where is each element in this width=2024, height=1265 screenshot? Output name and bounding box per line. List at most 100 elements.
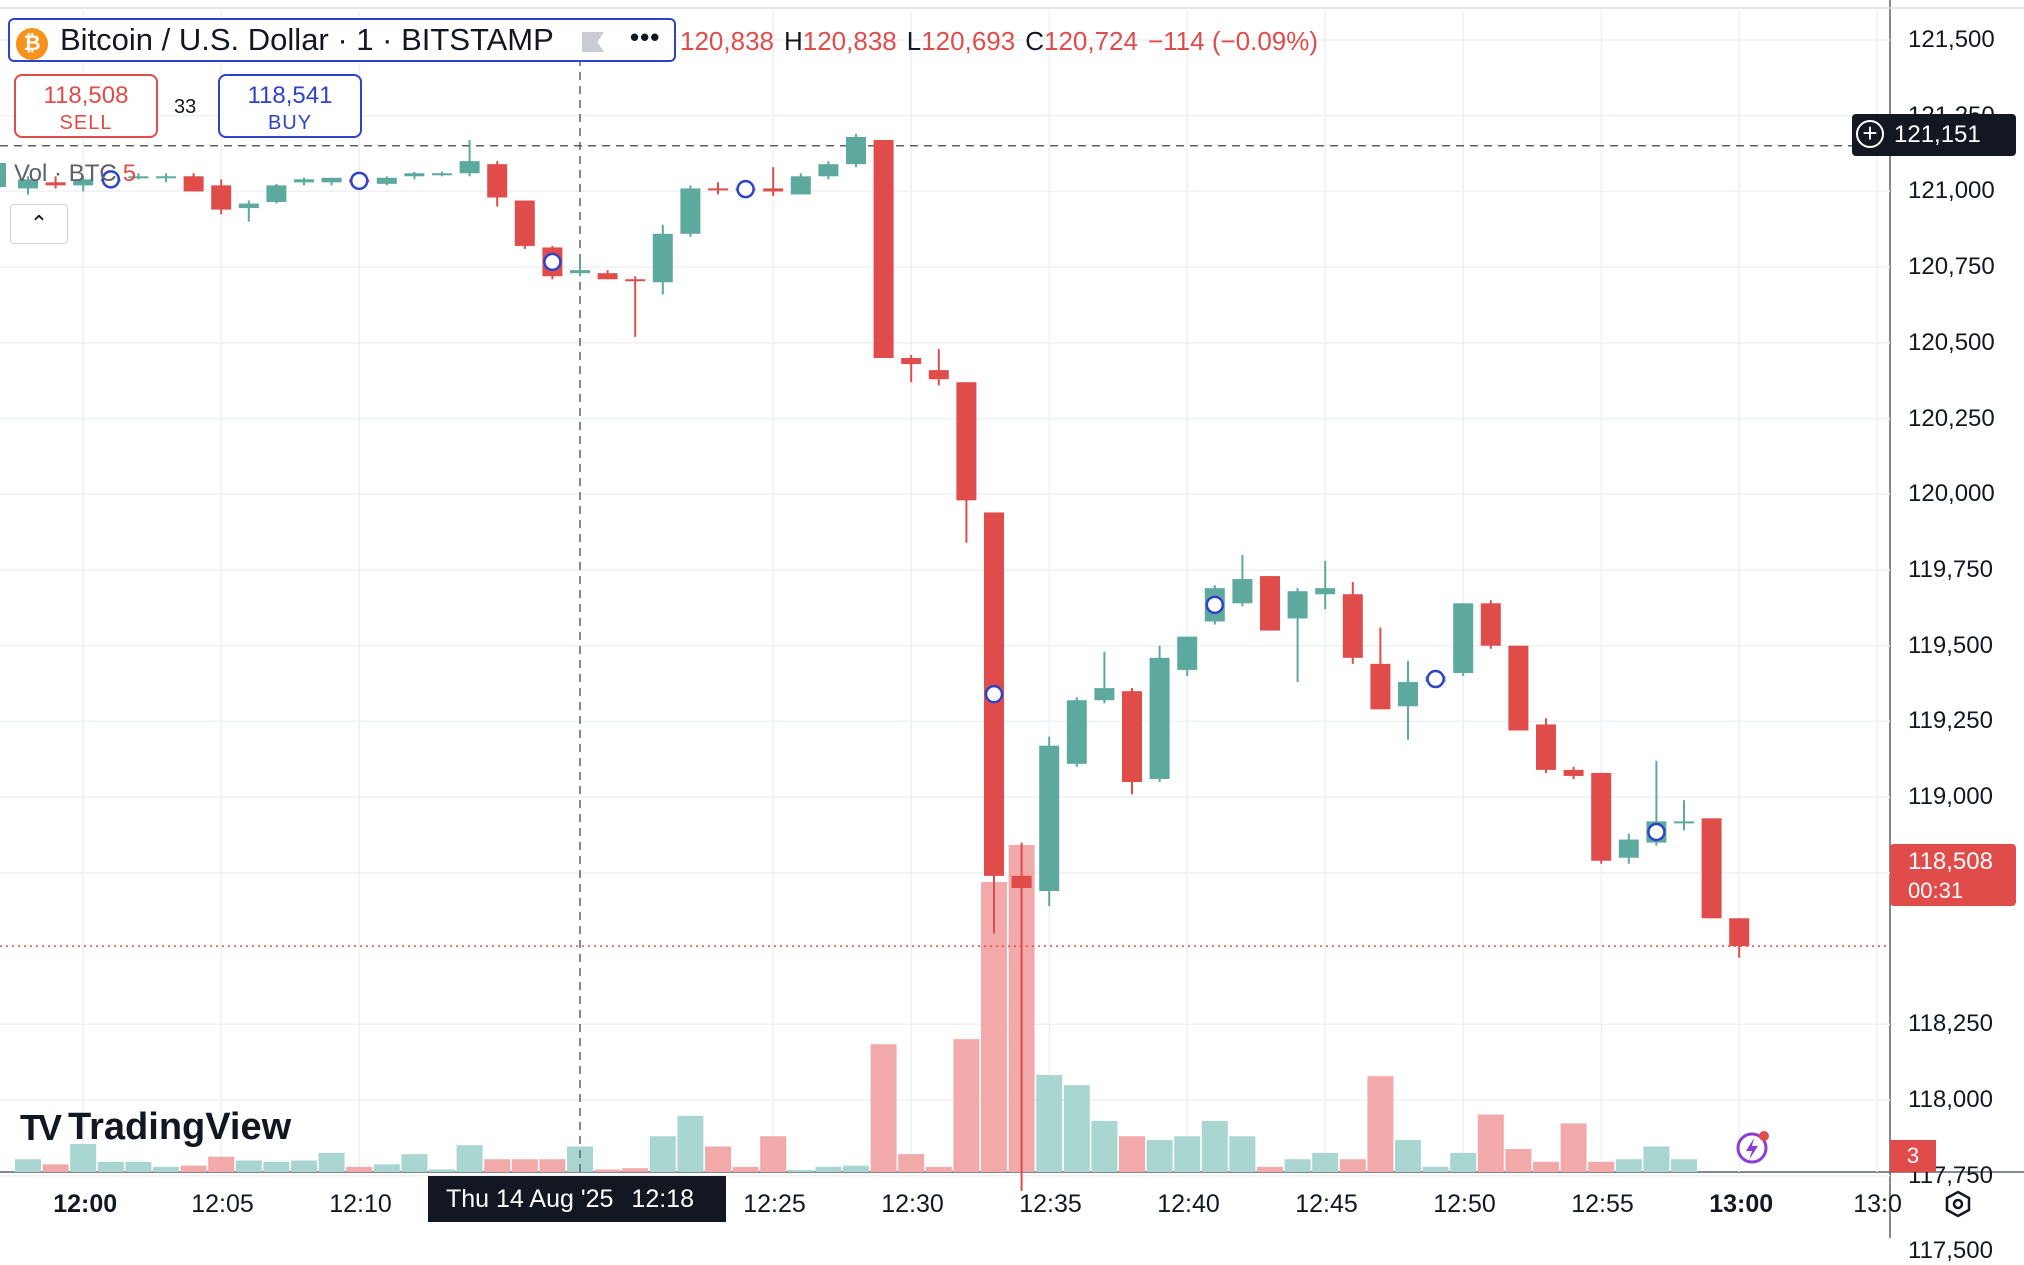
candle-body xyxy=(901,358,922,365)
event-marker-icon[interactable] xyxy=(349,171,369,191)
volume-bar xyxy=(1533,1161,1559,1172)
candle-body xyxy=(763,188,784,192)
candle xyxy=(680,185,701,237)
candle-body xyxy=(18,179,38,189)
candle-body xyxy=(790,176,811,195)
crosshair-price: 121,151 xyxy=(1894,121,1981,148)
event-marker-ring xyxy=(101,170,121,189)
candle xyxy=(984,512,1004,934)
symbol-title[interactable]: Bitcoin / U.S. Dollar · 1 · BITSTAMP xyxy=(60,22,554,57)
price-tick-label: 120,750 xyxy=(1908,253,1995,281)
symbol-header[interactable] xyxy=(8,18,676,62)
event-marker-icon[interactable] xyxy=(736,179,755,199)
candle-body xyxy=(873,139,894,358)
candle-body xyxy=(404,173,425,177)
candle-body xyxy=(708,188,728,191)
change-value: −114 (−0.09%) xyxy=(1147,26,1319,56)
candle xyxy=(790,173,811,195)
candle xyxy=(1701,818,1722,919)
low-value: 120,693 xyxy=(921,26,1016,56)
candle-body xyxy=(514,200,535,246)
event-marker-icon[interactable] xyxy=(1647,822,1666,842)
candle xyxy=(294,177,314,186)
event-marker-icon[interactable] xyxy=(1205,595,1225,615)
ohlc-values: 120,838 H120,838 L120,693 C120,724 −114 (−0.… xyxy=(680,26,1328,57)
event-marker-icon[interactable] xyxy=(101,170,121,189)
candle-body xyxy=(211,185,232,210)
candle xyxy=(1122,688,1142,795)
price-tick-label: 121,500 xyxy=(1908,26,1995,53)
candle-body xyxy=(1260,576,1280,631)
tradingview-logo[interactable]: TV TradingView xyxy=(20,1106,291,1150)
candle xyxy=(1591,772,1612,864)
time-cursor-time: 12:18 xyxy=(631,1185,694,1213)
volume-bar xyxy=(42,1164,69,1172)
candlestick-chart[interactable] xyxy=(0,0,2024,1238)
settings-icon[interactable] xyxy=(1944,1190,1972,1218)
candle xyxy=(1011,842,1032,1191)
event-marker-ring xyxy=(543,252,562,272)
volume-bar xyxy=(70,1143,97,1172)
volume-bar xyxy=(125,1161,152,1172)
event-marker-icon[interactable] xyxy=(984,684,1004,704)
more-dots-icon[interactable]: ••• xyxy=(630,22,661,52)
volume-bar xyxy=(1477,1114,1504,1172)
candle-body xyxy=(266,185,287,203)
candle xyxy=(1536,718,1556,773)
ai-assistant-icon[interactable] xyxy=(1728,1124,1776,1172)
time-tick-label: 12:10 xyxy=(329,1190,392,1218)
buy-button[interactable]: 118,541 BUY xyxy=(218,74,362,138)
volume-bar xyxy=(373,1164,400,1172)
brand-name: TradingView xyxy=(68,1106,292,1148)
candle xyxy=(459,139,480,177)
add-alert-plus-icon[interactable]: + xyxy=(1856,120,1884,148)
low-label: L xyxy=(906,26,922,56)
event-marker-ring xyxy=(736,179,755,199)
candle-body xyxy=(1149,657,1170,779)
collapse-legend-button[interactable]: ⌃ xyxy=(10,204,68,244)
event-marker-ring xyxy=(1205,595,1225,615)
candle-body xyxy=(1618,839,1639,858)
time-tick-label: 12:50 xyxy=(1433,1190,1496,1218)
event-markers[interactable] xyxy=(101,170,1666,842)
time-tick-label: 12:30 xyxy=(881,1190,944,1218)
candle-body xyxy=(156,176,176,179)
volume-bar xyxy=(1615,1159,1642,1172)
volume-bar xyxy=(1257,1166,1283,1172)
candle xyxy=(1066,697,1087,767)
candles xyxy=(18,133,1750,1191)
volume-bar xyxy=(291,1160,317,1172)
candle xyxy=(708,182,728,195)
volume-bar xyxy=(843,1165,869,1172)
time-cursor-label: Thu 14 Aug '25 12:18 xyxy=(428,1176,726,1222)
volume-bar xyxy=(760,1136,787,1172)
volume-bar xyxy=(705,1146,731,1172)
sell-button[interactable]: 118,508 SELL xyxy=(14,74,158,138)
high-value: 120,838 xyxy=(802,26,897,56)
candle xyxy=(487,161,508,207)
candle-body xyxy=(183,176,204,192)
candle-body xyxy=(1480,603,1501,646)
volume-legend[interactable]: Vol · BTC 5 xyxy=(0,160,136,188)
buy-price: 118,541 xyxy=(247,82,333,109)
candle-body xyxy=(818,164,839,177)
volume-bar xyxy=(649,1136,676,1172)
candle-body xyxy=(625,279,646,282)
volume-bar xyxy=(1146,1140,1173,1172)
volume-bar xyxy=(1395,1140,1421,1172)
candle xyxy=(1177,636,1198,676)
time-tick-label: 13:00 xyxy=(1709,1190,1774,1218)
volume-bar xyxy=(677,1115,704,1172)
flag-icon[interactable] xyxy=(582,32,604,52)
volume-bar xyxy=(594,1169,621,1172)
volume-bar xyxy=(1505,1149,1532,1172)
candle xyxy=(238,200,259,222)
candle xyxy=(1287,588,1308,683)
event-marker-icon[interactable] xyxy=(1426,669,1445,689)
volume-bar xyxy=(1422,1166,1449,1172)
volume-bar xyxy=(346,1166,373,1172)
last-price-label: 118,508 00:31 xyxy=(1890,844,2016,906)
event-marker-icon[interactable] xyxy=(543,252,562,272)
candle-body xyxy=(570,270,590,274)
volume-bar xyxy=(15,1159,41,1172)
